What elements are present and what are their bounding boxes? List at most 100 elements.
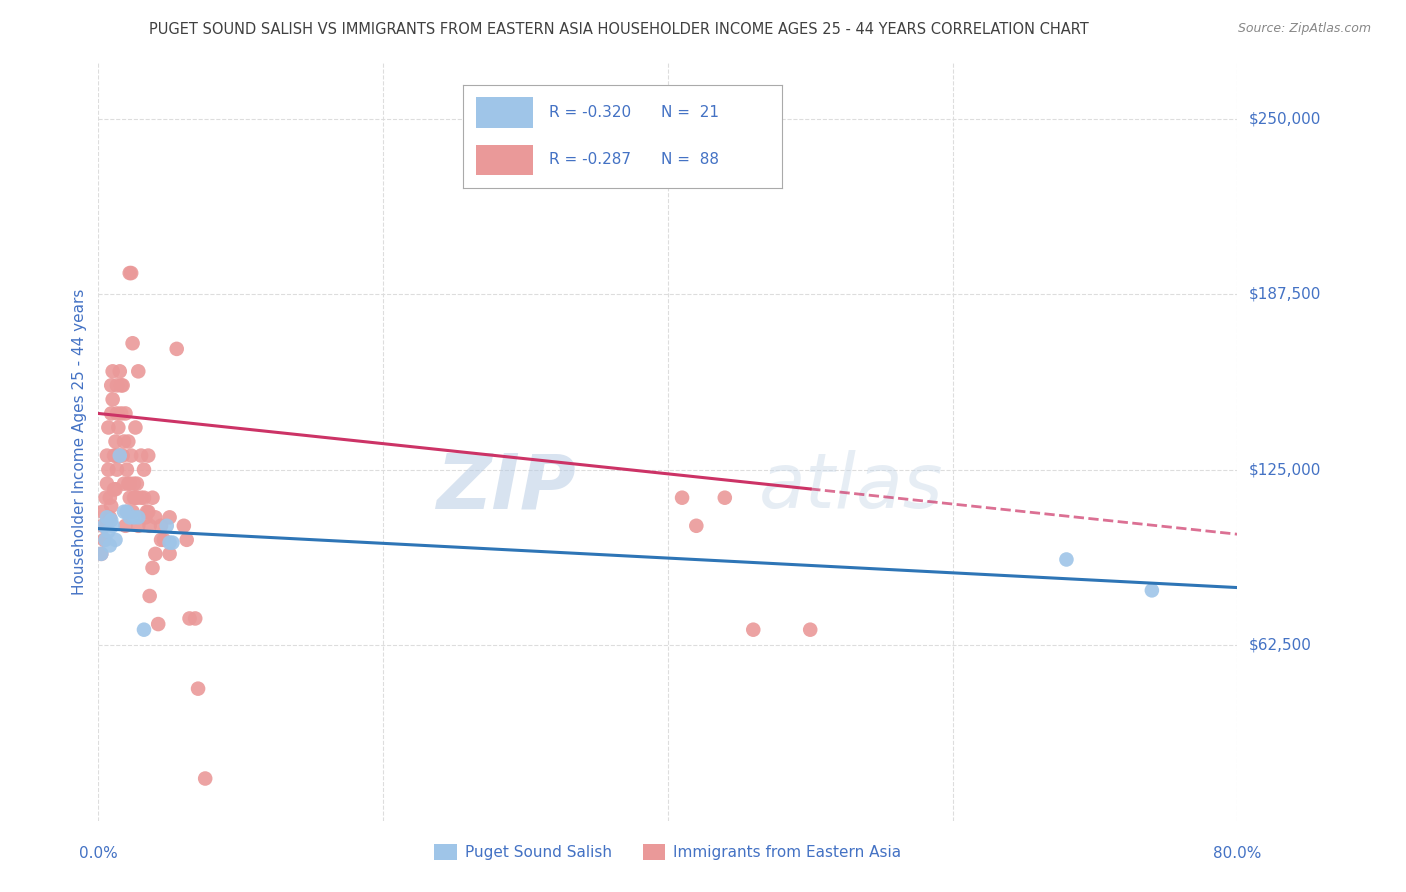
Point — [115, 505, 138, 519]
Point — [91, 505, 114, 519]
Point — [103, 483, 125, 497]
Point — [107, 449, 129, 463]
Point — [111, 378, 134, 392]
Point — [145, 510, 167, 524]
Text: 0.0%: 0.0% — [79, 846, 118, 861]
Point — [162, 535, 184, 549]
Point — [98, 510, 121, 524]
Point — [156, 518, 179, 533]
Point — [112, 476, 135, 491]
Point — [122, 510, 145, 524]
Point — [93, 518, 115, 533]
Point — [127, 364, 149, 378]
Point — [94, 491, 117, 505]
Point — [124, 420, 146, 434]
Point — [105, 462, 128, 476]
Point — [115, 505, 138, 519]
Text: Source: ZipAtlas.com: Source: ZipAtlas.com — [1237, 22, 1371, 36]
Point — [107, 420, 129, 434]
Point — [141, 491, 163, 505]
Point — [111, 449, 134, 463]
Point — [671, 491, 693, 505]
Point — [101, 392, 124, 407]
Point — [150, 518, 173, 533]
Point — [114, 407, 136, 421]
Point — [138, 589, 160, 603]
Text: $250,000: $250,000 — [1249, 112, 1320, 126]
Point — [101, 518, 124, 533]
Point — [135, 505, 157, 519]
Point — [742, 623, 765, 637]
Point — [685, 518, 707, 533]
Text: PUGET SOUND SALISH VS IMMIGRANTS FROM EASTERN ASIA HOUSEHOLDER INCOME AGES 25 - : PUGET SOUND SALISH VS IMMIGRANTS FROM EA… — [149, 22, 1088, 37]
Point — [100, 513, 122, 527]
Point — [145, 547, 167, 561]
Point — [110, 407, 132, 421]
Point — [104, 449, 127, 463]
Point — [96, 449, 118, 463]
Point — [173, 518, 195, 533]
Point — [124, 491, 146, 505]
Point — [159, 510, 181, 524]
Point — [125, 476, 148, 491]
Point — [97, 420, 120, 434]
Point — [114, 518, 136, 533]
Point — [118, 476, 141, 491]
Point — [90, 547, 112, 561]
Point — [121, 505, 143, 519]
Point — [136, 505, 159, 519]
Point — [148, 617, 170, 632]
Point — [104, 533, 127, 547]
Point — [159, 535, 181, 549]
Point — [94, 533, 117, 547]
Point — [118, 266, 141, 280]
Point — [132, 623, 155, 637]
Point — [94, 518, 117, 533]
Point — [121, 336, 143, 351]
Text: atlas: atlas — [759, 450, 943, 524]
Point — [105, 378, 128, 392]
Point — [179, 611, 201, 625]
Point — [136, 449, 159, 463]
Point — [117, 434, 139, 449]
Point — [134, 510, 156, 524]
Point — [108, 449, 131, 463]
Point — [132, 491, 155, 505]
Point — [122, 476, 145, 491]
Point — [120, 449, 142, 463]
Point — [714, 491, 737, 505]
Point — [97, 462, 120, 476]
Point — [115, 462, 138, 476]
Point — [129, 449, 152, 463]
Point — [129, 491, 152, 505]
Point — [132, 462, 155, 476]
Point — [118, 491, 141, 505]
Point — [125, 491, 148, 505]
Point — [110, 378, 132, 392]
Point — [176, 533, 198, 547]
Point — [101, 364, 124, 378]
Point — [100, 407, 122, 421]
Point — [91, 518, 114, 533]
Point — [90, 547, 112, 561]
Point — [127, 510, 149, 524]
Point — [122, 491, 145, 505]
Text: 80.0%: 80.0% — [1213, 846, 1261, 861]
Text: ZIP: ZIP — [437, 450, 576, 524]
Point — [187, 681, 209, 696]
Point — [118, 510, 141, 524]
Point — [108, 364, 131, 378]
Point — [103, 449, 125, 463]
Point — [112, 505, 135, 519]
Text: $187,500: $187,500 — [1249, 286, 1320, 301]
Point — [1140, 583, 1163, 598]
Text: $62,500: $62,500 — [1249, 638, 1312, 653]
Point — [104, 483, 127, 497]
Point — [120, 266, 142, 280]
Point — [194, 772, 217, 786]
Point — [104, 434, 127, 449]
Y-axis label: Householder Income Ages 25 - 44 years: Householder Income Ages 25 - 44 years — [72, 288, 87, 595]
Point — [96, 476, 118, 491]
Point — [159, 547, 181, 561]
Point — [96, 510, 118, 524]
